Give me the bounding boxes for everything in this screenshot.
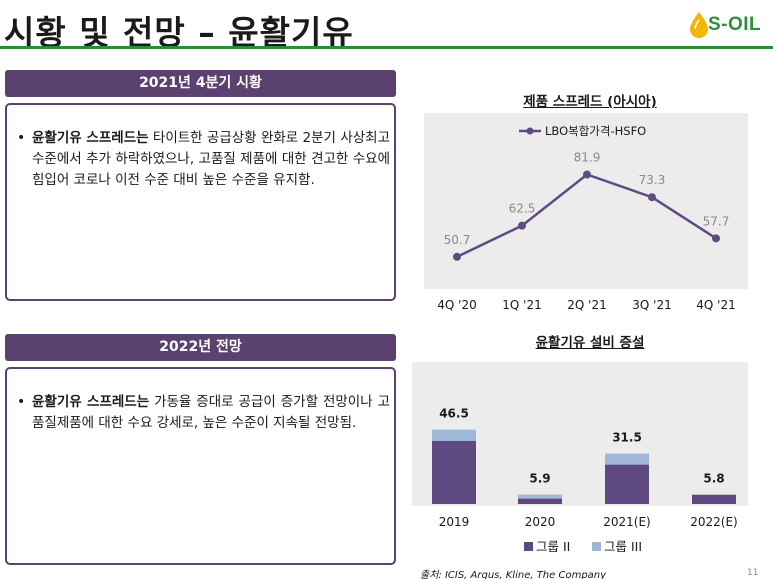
series-line [456,173,717,258]
legend-swatch-group-ii [524,542,533,551]
section-paragraph-2021q4: 윤활기유 스프레드는 타이트한 공급상황 완화로 2분기 사상최고 수준에서 추… [32,128,390,191]
section-box-2022: • 윤활기유 스프레드는 가동율 증대로 공급이 증가할 전망이나 고품질제품에… [5,367,396,565]
paragraph-body: 타이트한 공급상황 완화로 2분기 사상최고 수준에서 추가 하락하였으나, 고… [32,130,391,188]
bar-total-label: 5.9 [529,472,550,486]
page-title: 시황 및 전망 – 윤활기유 [4,13,354,52]
bar-group-ii [518,498,562,504]
bar-total-label: 5.8 [703,472,724,486]
source-note: 출처: ICIS, Argus, Kline, The Company [420,570,607,579]
bar-chart-title: 윤활기유 설비 증설 [535,335,645,351]
bar-chart-unit: (단위:천배럴/일) [664,372,745,386]
legend-label: 그룹 III [604,539,642,554]
paragraph-bold-lead: 윤활기유 스프레드는 [32,130,149,146]
data-point [453,252,461,261]
paragraph-bold-lead: 윤활기유 스프레드는 [32,394,150,410]
data-point [518,221,526,230]
data-point [648,193,656,202]
x-tick-label: 4Q '21 [696,298,735,312]
page-number: 11 [747,568,759,578]
data-point [712,234,720,243]
x-tick-label: 2020 [525,515,556,529]
x-tick-label: 1Q '21 [502,298,541,312]
bar-group-iii [518,494,562,499]
line-chart-title: 제품 스프레드 (아시아) [523,94,657,110]
legend-swatch-group-iii [592,542,601,551]
droplet-icon [690,12,708,38]
bullet-marker: • [17,394,26,410]
x-tick-label: 3Q '21 [632,298,671,312]
bar-group-ii [605,464,649,504]
data-label: 73.3 [639,173,666,187]
bar-group-iii [432,429,476,441]
logo-wordmark: S-OIL [708,14,762,35]
x-tick-label: 2022(E) [690,515,737,529]
data-label: 57.7 [703,214,730,228]
section-header-2022: 2022년 전망 [5,334,396,361]
legend-marker-swatch [526,127,534,135]
section-header-2021q4: 2021년 4분기 시황 [5,70,396,97]
x-tick-label: 2021(E) [603,515,650,529]
line-chart-background [424,113,748,289]
bar-group-ii [432,440,476,504]
bullet-marker: • [17,130,26,146]
data-label: 62.5 [509,202,536,216]
bar-total-label: 46.5 [439,407,469,421]
x-tick-label: 2019 [439,515,470,529]
legend-label: LBO복합가격-HSFO [545,124,646,138]
data-label: 81.9 [574,151,601,165]
bar-group-iii [605,453,649,465]
legend-label: 그룹 II [536,539,570,554]
x-tick-label: 2Q '21 [567,298,606,312]
s-oil-logo: S-OIL [688,8,770,40]
bar-total-label: 31.5 [612,431,642,445]
x-tick-label: 4Q '20 [437,298,476,312]
paragraph-body: 가동율 증대로 공급이 증가할 전망이나 고품질제품에 대한 수요 강세로, 높… [32,394,390,431]
section-paragraph-2022: 윤활기유 스프레드는 가동율 증대로 공급이 증가할 전망이나 고품질제품에 대… [32,392,390,434]
section-box-2021q4: • 윤활기유 스프레드는 타이트한 공급상황 완화로 2분기 사상최고 수준에서… [5,103,396,301]
data-label: 50.7 [444,233,471,247]
bar-group-ii [692,494,736,504]
data-point [583,170,591,179]
line-chart-unit: (단위:$/배럴) [676,122,743,136]
title-divider [0,46,773,49]
